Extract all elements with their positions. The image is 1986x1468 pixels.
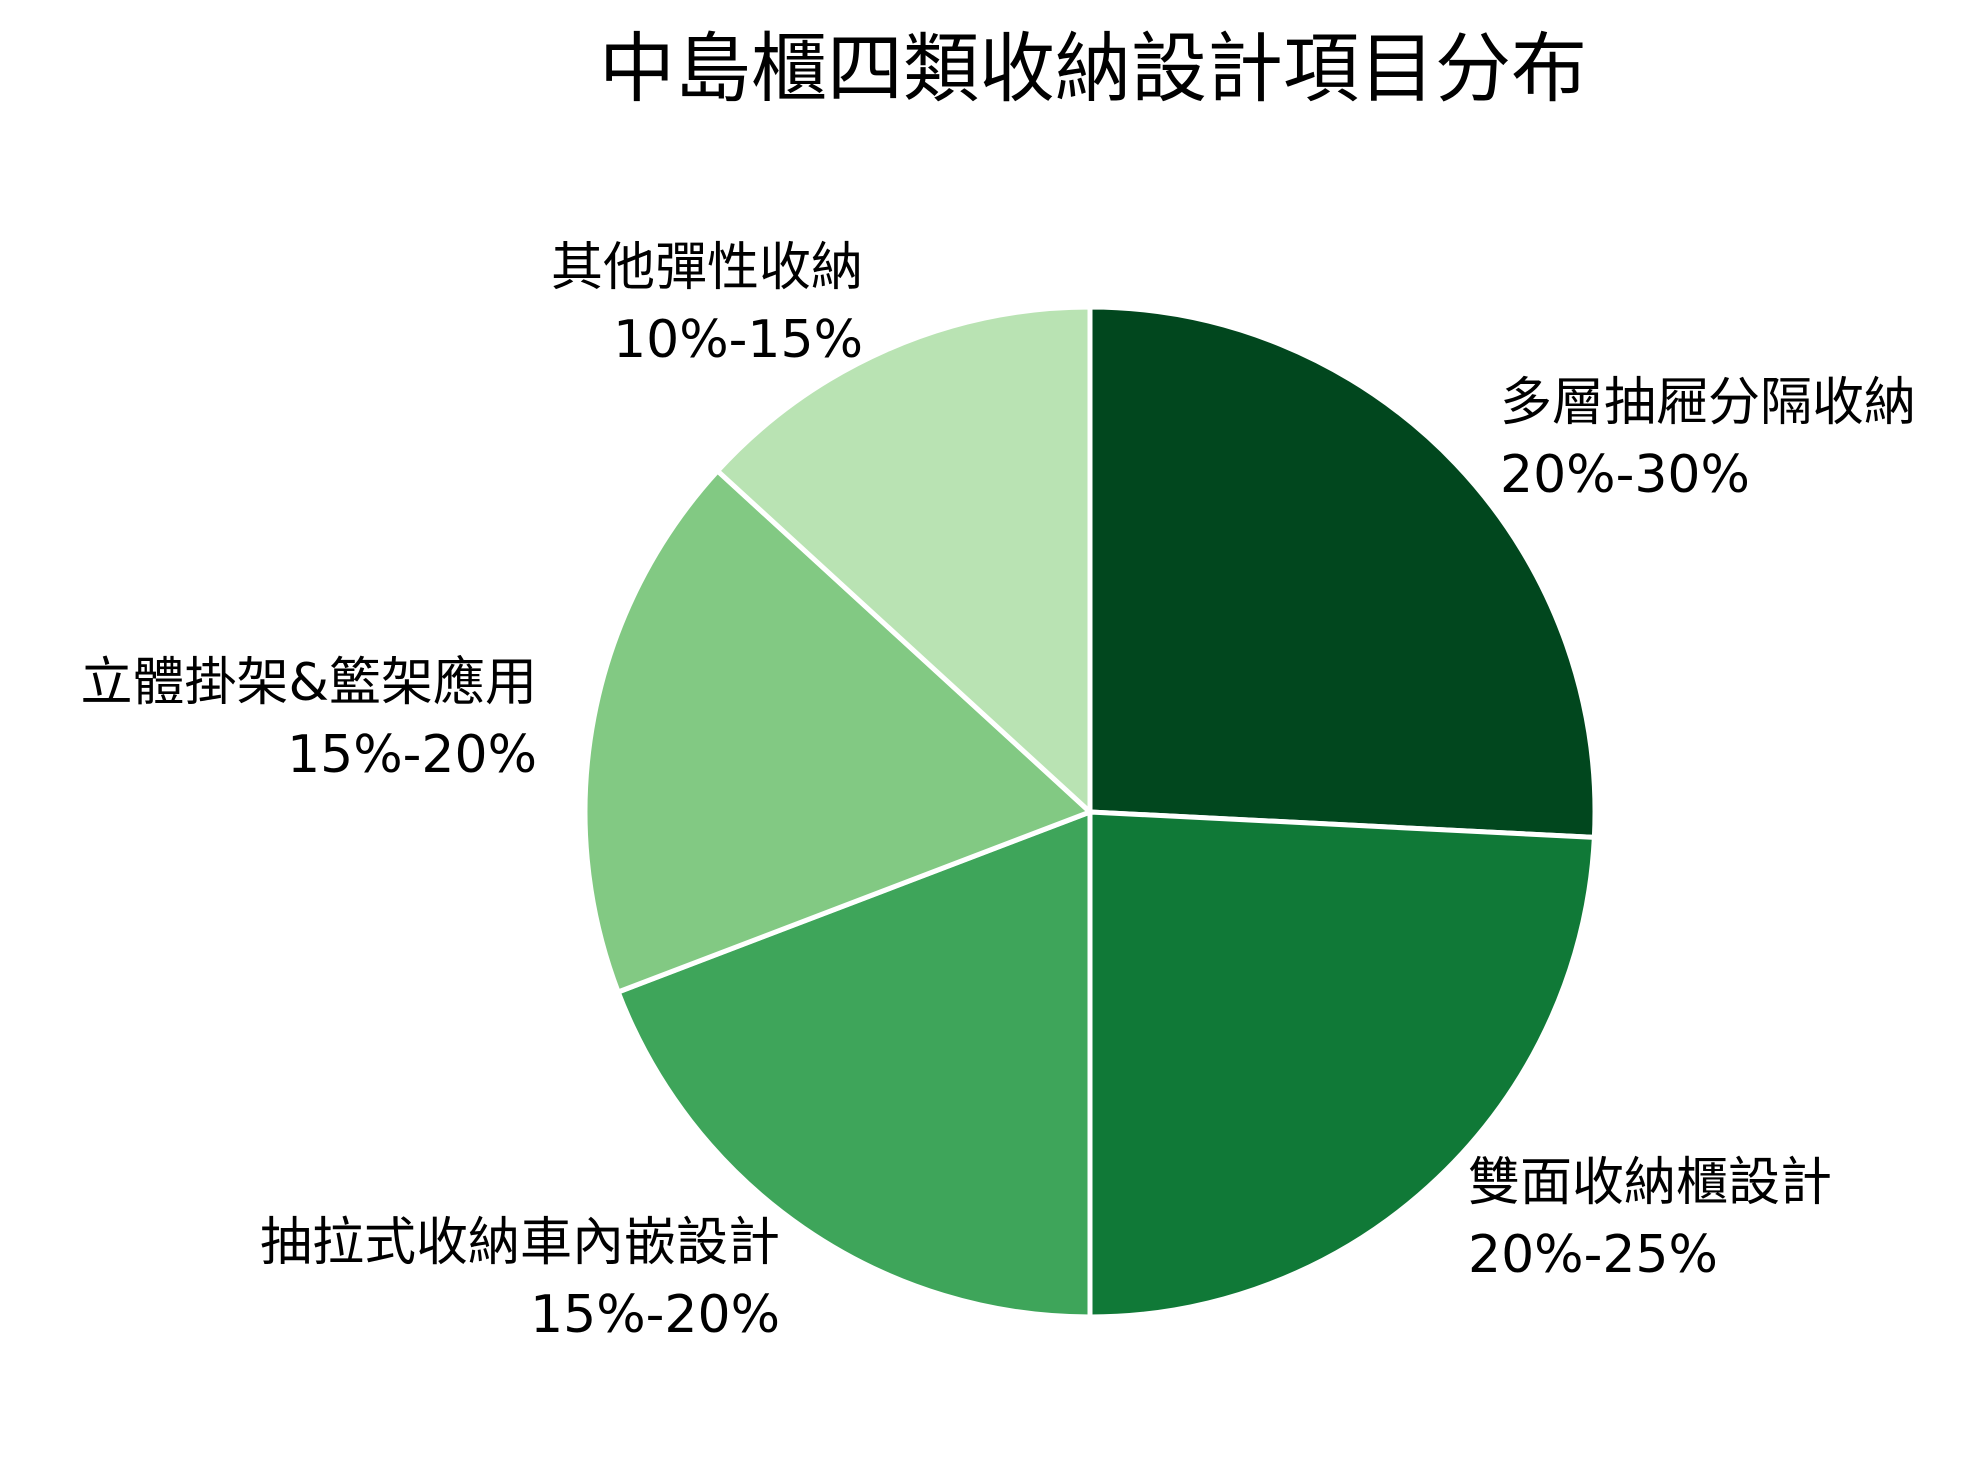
pie-slice-3 [615,809,1093,1320]
slice-range-label-5: 10%-15% [613,310,863,370]
pie-slice-4 [582,468,1093,995]
slice-label-2: 雙面收納櫃設計 [1468,1153,1832,1213]
pie-labels: 多層抽屜分隔收納 20%-30% 雙面收納櫃設計 20%-25% 抽拉式收納車內嵌設計 1… [80,238,1916,1345]
chart-title: 中島櫃四類收納設計項目分布 [599,24,1587,113]
slice-label-3: 抽拉式收納車內嵌設計 [260,1213,780,1273]
slice-label-1: 多層抽屜分隔收納 [1500,373,1916,433]
pie-slice-2 [1087,809,1597,1320]
pie-slice-5 [715,304,1093,815]
slice-label-4: 立體掛架&籃架應用 [80,653,537,713]
slice-range-label-4: 15%-20% [287,725,537,785]
slice-label-5: 其他彈性收納 [551,238,863,298]
slice-range-label-1: 20%-30% [1500,445,1750,505]
pie-slice-1 [1087,304,1598,840]
pie-slices [582,304,1598,1320]
slice-range-label-3: 15%-20% [530,1285,780,1345]
slice-range-label-2: 20%-25% [1468,1225,1718,1285]
